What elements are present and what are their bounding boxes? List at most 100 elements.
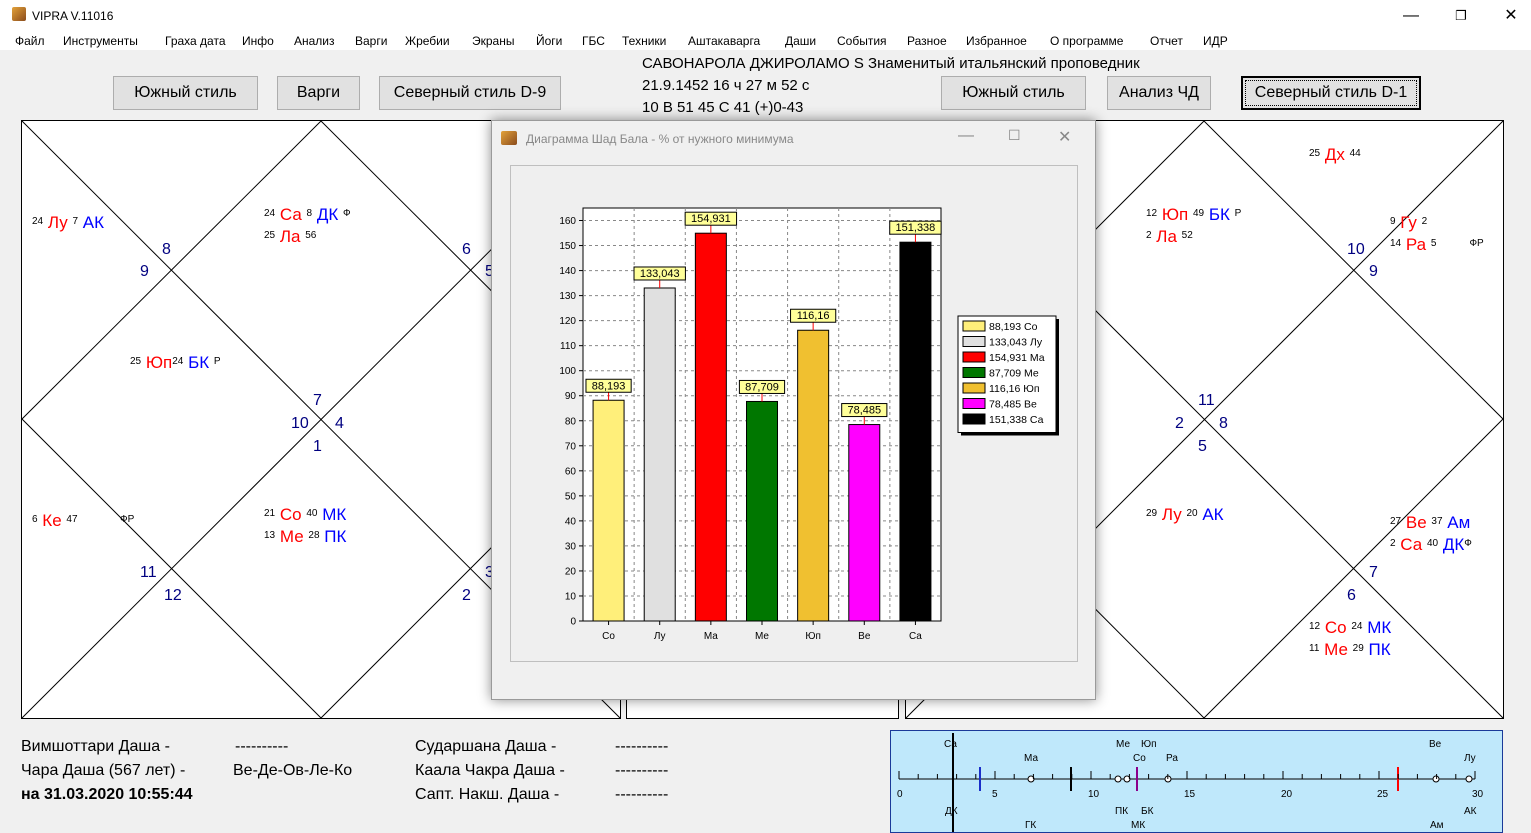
planet-lagna: 25 Ла 56	[264, 227, 317, 246]
y-tick-label: 80	[565, 416, 577, 427]
menu-screens[interactable]: Экраны	[472, 34, 515, 48]
house-number: 5	[1198, 438, 1207, 455]
bar-value-label-box	[585, 378, 632, 393]
north-style-d1-button[interactable]: Северный стиль D-1	[1241, 76, 1421, 110]
house-number: 2	[462, 587, 471, 604]
timeline-karaka: МК	[1131, 820, 1146, 831]
close-icon[interactable]: ✕	[1504, 7, 1518, 24]
menu-vargi[interactable]: Варги	[355, 34, 388, 48]
timeline-planet: Со	[1133, 753, 1146, 764]
menu-techniques[interactable]: Техники	[622, 34, 667, 48]
menu-gbs[interactable]: ГБС	[582, 34, 605, 48]
planet-saturn: 24 Са 8 ДК Ф	[264, 205, 351, 224]
birth-coordinates: 10 В 51 45 С 41 (+)0-43	[642, 99, 804, 116]
planet-jupiter: 12 Юп 49 БК Р	[1146, 205, 1242, 224]
kaala-chakra-label: Каала Чакра Даша -	[415, 762, 565, 779]
menu-misc[interactable]: Разное	[907, 34, 947, 48]
legend-entry: 78,485 Ве	[989, 399, 1037, 411]
house-number: 5	[485, 263, 494, 280]
bar-value-label-box	[684, 211, 738, 226]
timeline-karaka: ПК	[1115, 806, 1129, 817]
planet-dhuma: 25 Дх 44	[1309, 145, 1361, 164]
menu-ashtakavarga[interactable]: Аштакаварга	[688, 34, 761, 48]
minimize-icon[interactable]: —	[1403, 7, 1419, 24]
dialog-minimize-icon[interactable]: —	[958, 127, 974, 144]
house-number: 4	[335, 415, 344, 432]
legend-swatch	[962, 351, 986, 363]
x-tick-label: Ве	[858, 631, 871, 642]
timeline-axis	[898, 733, 1476, 832]
south-style-button-right[interactable]: Южный стиль	[941, 76, 1086, 110]
menu-yogas[interactable]: Йоги	[536, 34, 563, 48]
title-bar: VIPRA V.11016 — ❐ ✕	[0, 0, 1531, 32]
menu-analysis[interactable]: Анализ	[294, 34, 335, 48]
legend-entry: 133,043 Лу	[989, 337, 1043, 349]
house-number: 7	[313, 392, 322, 409]
y-tick-label: 10	[565, 591, 577, 602]
legend-entry: 87,709 Ме	[989, 368, 1039, 380]
menu-bar: Файл Инструменты Граха дата Инфо Анализ …	[0, 32, 1531, 50]
legend-entry: 154,931 Ма	[989, 352, 1045, 364]
menu-file[interactable]: Файл	[15, 34, 45, 48]
bar	[899, 241, 932, 622]
timeline-planet: Ве	[1429, 739, 1442, 750]
timeline-tick: 20	[1281, 789, 1293, 800]
y-tick-label: 40	[565, 516, 577, 527]
menu-tools[interactable]: Инструменты	[63, 34, 138, 48]
bar-value-label-box	[738, 379, 786, 394]
planet-mercury: 13 Ме 28 ПК	[264, 527, 347, 546]
menu-graha-data[interactable]: Граха дата	[165, 34, 226, 48]
sapta-naksh-value: ----------	[615, 786, 669, 803]
house-number: 6	[1347, 587, 1356, 604]
timeline-planet: Ра	[1166, 753, 1178, 764]
timeline-planet: Са	[944, 739, 957, 750]
legend-swatch	[962, 367, 986, 378]
legend-entry: 88,193 Со	[989, 321, 1038, 333]
menu-report[interactable]: Отчет	[1150, 34, 1183, 48]
x-tick-label: Ма	[704, 631, 718, 642]
house-number: 11	[1198, 392, 1215, 409]
dialog-app-icon	[501, 131, 517, 145]
house-number: 2	[1175, 415, 1184, 432]
north-style-d9-button[interactable]: Северный стиль D-9	[379, 76, 561, 110]
bar-value-label-box	[790, 308, 837, 323]
birth-datetime: 21.9.1452 16 ч 27 м 52 с	[642, 77, 810, 94]
bar	[746, 400, 778, 622]
south-style-button-left[interactable]: Южный стиль	[113, 76, 258, 110]
legend-swatch	[962, 413, 986, 425]
legend-swatch	[962, 320, 986, 332]
restore-icon[interactable]: ❐	[1455, 8, 1467, 23]
analysis-chd-button[interactable]: Анализ ЧД	[1107, 76, 1211, 110]
menu-favorites[interactable]: Избранное	[966, 34, 1027, 48]
dialog-maximize-icon[interactable]: ☐	[1008, 127, 1021, 143]
x-tick-label: Со	[602, 631, 615, 642]
planet-sun: 21 Со 40 МК	[264, 505, 347, 524]
menu-idr[interactable]: ИДР	[1203, 34, 1228, 48]
y-tick-label: 140	[559, 266, 576, 277]
y-tick-label: 60	[565, 466, 577, 477]
timeline-planet: Лу	[1464, 753, 1476, 764]
vimshottari-label: Вимшоттари Даша -	[21, 738, 170, 755]
bar	[797, 329, 830, 622]
house-number: 10	[291, 415, 309, 432]
app-icon	[12, 7, 26, 21]
menu-dashas[interactable]: Даши	[785, 34, 817, 48]
menu-lots[interactable]: Жребии	[405, 34, 450, 48]
bar-value-label: 151,338	[896, 222, 936, 234]
legend-swatch	[962, 398, 986, 409]
timeline-karaka: БК	[1141, 806, 1154, 817]
menu-info[interactable]: Инфо	[242, 34, 274, 48]
vargi-button[interactable]: Варги	[277, 76, 360, 110]
menu-about[interactable]: О программе	[1050, 34, 1124, 48]
bar-value-label-box	[889, 220, 942, 235]
planet-ketu: 6 Ке 47 ФР	[32, 511, 135, 530]
y-tick-label: 150	[559, 241, 576, 252]
timeline-tick: 5	[992, 789, 998, 800]
dialog-close-icon[interactable]: ✕	[1058, 129, 1072, 146]
bar-value-label: 116,16	[797, 310, 830, 322]
x-tick-label: Лу	[654, 631, 666, 642]
menu-events[interactable]: События	[837, 34, 887, 48]
app-title: VIPRA V.11016	[32, 9, 114, 23]
legend-swatch	[962, 382, 986, 394]
y-tick-label: 70	[565, 441, 577, 452]
